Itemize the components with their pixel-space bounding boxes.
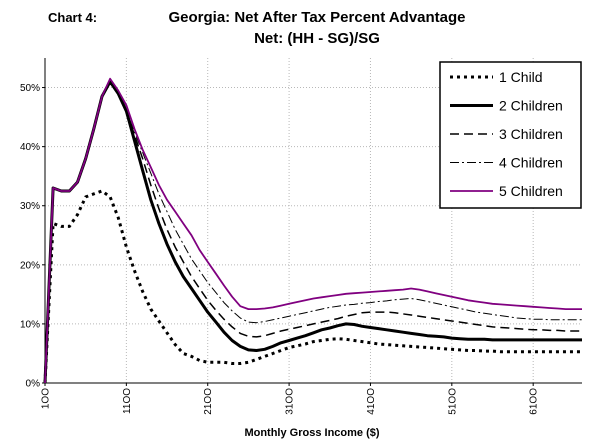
- chart-title: Georgia: Net After Tax Percent Advantage: [168, 9, 465, 26]
- series-line-3: [44, 80, 582, 384]
- chart-subtitle: Net: (HH - SG)/SG: [254, 30, 380, 47]
- legend-label-1: 1 Child: [499, 69, 543, 85]
- y-tick-label: 20%: [20, 260, 40, 271]
- series-line-5: [44, 77, 582, 384]
- legend: 1 Child 2 Children 3 Children 4 Children 5 C…: [439, 61, 582, 209]
- axes: [44, 58, 582, 384]
- legend-box: [439, 61, 582, 209]
- legend-label-2: 2 Children: [499, 98, 563, 114]
- legend-label-4: 4 Children: [499, 155, 563, 171]
- series-line-1: [43, 189, 582, 384]
- x-axis-title: Monthly Gross Income ($): [244, 427, 379, 439]
- x-tick-label: 61OO: [529, 388, 540, 415]
- y-tick-label: 0%: [26, 379, 41, 390]
- series-line-4: [44, 81, 582, 384]
- x-tick-label: 41OO: [366, 388, 377, 415]
- x-tick-label: 31OO: [285, 388, 296, 415]
- chart-number-label: Chart 4:: [48, 10, 97, 25]
- legend-label-5: 5 Children: [499, 183, 563, 199]
- x-tick-label: 21OO: [203, 388, 214, 415]
- y-tick-label: 40%: [20, 142, 40, 153]
- series-lines: [43, 77, 582, 384]
- x-tick-label: 51OO: [447, 388, 458, 415]
- y-tick-label: 10%: [20, 319, 40, 330]
- x-tick-label: 11OO: [122, 388, 133, 414]
- x-axis-ticks: 1OO 11OO 21OO 31OO 41OO 51OO 61OO: [41, 383, 540, 415]
- y-tick-label: 30%: [20, 201, 40, 212]
- y-tick-label: 50%: [20, 83, 40, 94]
- legend-label-3: 3 Children: [499, 126, 563, 142]
- series-line-2: [43, 80, 582, 384]
- x-tick-label: 1OO: [41, 388, 52, 409]
